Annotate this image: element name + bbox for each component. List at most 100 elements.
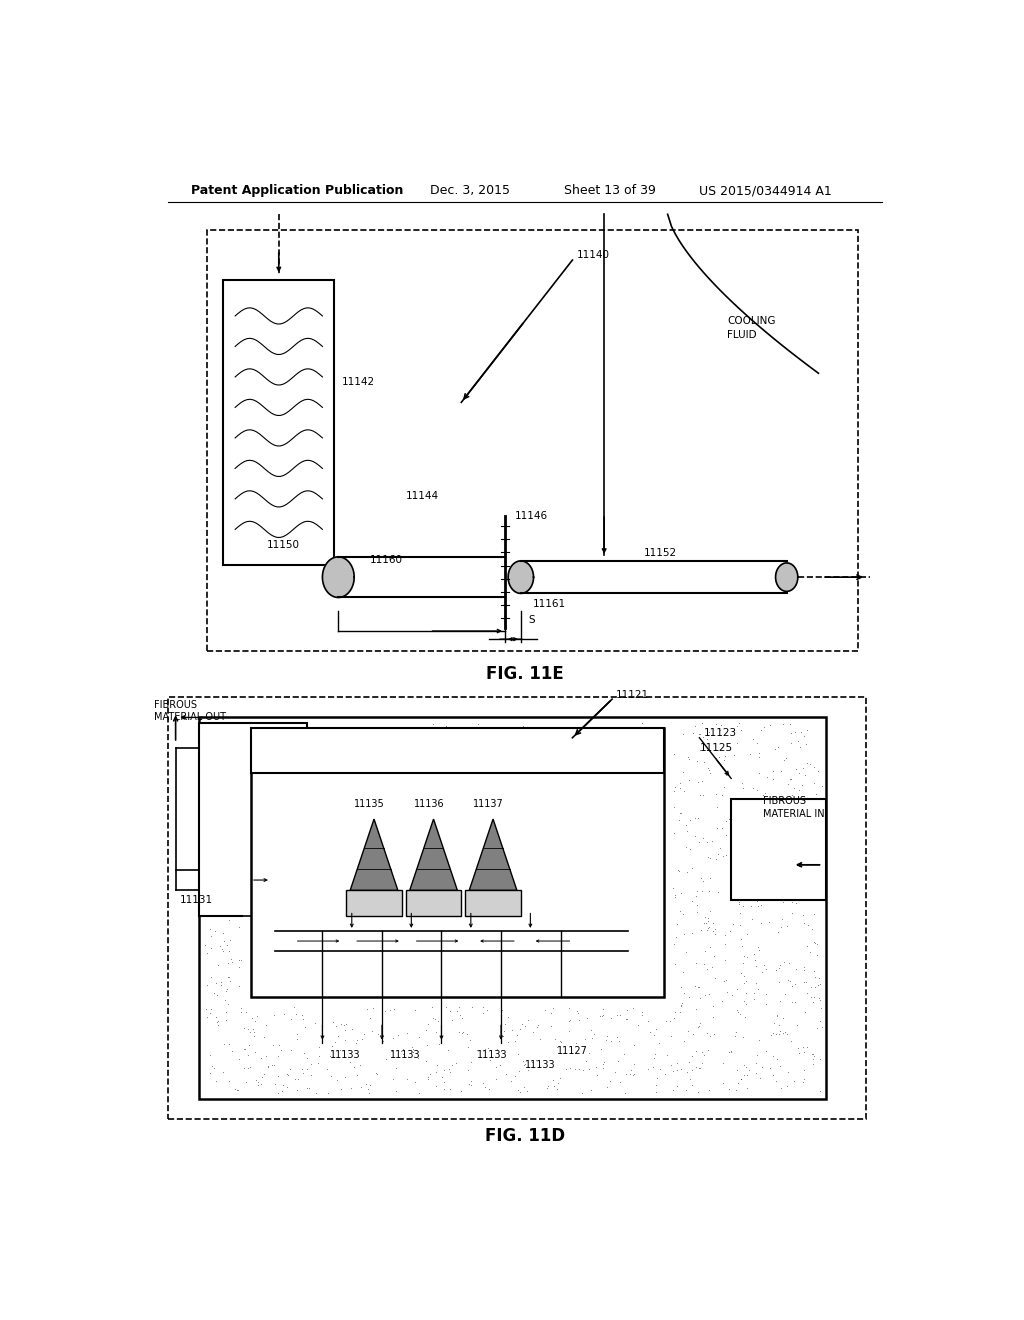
- Point: [622, 779, 638, 800]
- Point: [581, 826, 597, 847]
- Point: [343, 986, 359, 1007]
- Point: [800, 936, 816, 957]
- Point: [396, 866, 413, 887]
- Point: [547, 882, 563, 903]
- Point: [254, 836, 270, 857]
- Point: [406, 946, 422, 968]
- Point: [507, 847, 523, 869]
- Point: [652, 784, 669, 805]
- Point: [348, 1030, 365, 1051]
- Point: [557, 911, 573, 932]
- Point: [292, 801, 308, 822]
- Point: [444, 1055, 461, 1076]
- Point: [651, 862, 668, 883]
- Point: [307, 862, 324, 883]
- Point: [689, 977, 706, 998]
- Point: [316, 767, 333, 788]
- Point: [407, 999, 423, 1020]
- Point: [564, 723, 581, 744]
- Point: [501, 789, 517, 810]
- Point: [718, 764, 734, 785]
- Point: [593, 927, 609, 948]
- Point: [535, 803, 551, 824]
- Point: [694, 771, 711, 792]
- Point: [333, 1014, 349, 1035]
- Point: [398, 916, 415, 937]
- Point: [302, 843, 318, 865]
- Point: [248, 1069, 264, 1090]
- Point: [502, 809, 518, 830]
- Point: [506, 874, 522, 895]
- Point: [564, 928, 581, 949]
- Point: [316, 836, 333, 857]
- Point: [500, 1006, 516, 1027]
- Point: [418, 733, 434, 754]
- Point: [786, 721, 803, 742]
- Point: [236, 1057, 252, 1078]
- Point: [306, 1012, 323, 1034]
- Text: 11123: 11123: [703, 727, 736, 738]
- Point: [627, 863, 643, 884]
- Point: [784, 851, 801, 873]
- Point: [220, 941, 237, 962]
- Point: [241, 940, 257, 961]
- Point: [236, 911, 252, 932]
- Point: [603, 785, 620, 807]
- Point: [342, 970, 358, 991]
- Point: [222, 746, 239, 767]
- Point: [276, 876, 293, 898]
- Point: [275, 830, 292, 851]
- Point: [603, 855, 620, 876]
- Point: [676, 780, 692, 801]
- Point: [433, 746, 450, 767]
- Bar: [168, 697, 866, 1119]
- Point: [546, 1076, 562, 1097]
- Point: [750, 733, 766, 754]
- Point: [414, 969, 430, 990]
- Point: [370, 945, 386, 966]
- Point: [498, 776, 514, 797]
- Point: [630, 847, 646, 869]
- Point: [450, 752, 466, 774]
- Point: [780, 822, 797, 843]
- Point: [729, 733, 745, 754]
- Point: [806, 882, 822, 903]
- Point: [376, 828, 392, 849]
- Point: [652, 729, 669, 750]
- Point: [589, 727, 605, 748]
- Point: [220, 884, 237, 906]
- Text: Dec. 3, 2015: Dec. 3, 2015: [430, 185, 510, 198]
- Point: [239, 1002, 255, 1023]
- Point: [701, 1026, 718, 1047]
- Point: [585, 981, 601, 1002]
- Point: [305, 859, 322, 880]
- Point: [361, 730, 378, 751]
- Point: [202, 755, 218, 776]
- Point: [307, 810, 324, 832]
- Point: [735, 990, 752, 1011]
- Point: [633, 937, 649, 958]
- Point: [607, 824, 624, 845]
- Point: [438, 861, 455, 882]
- Point: [202, 919, 218, 940]
- Point: [557, 994, 573, 1015]
- Point: [751, 762, 767, 783]
- Point: [272, 768, 289, 789]
- Point: [278, 758, 294, 779]
- Point: [272, 836, 289, 857]
- Point: [511, 924, 527, 945]
- Point: [701, 847, 718, 869]
- Point: [649, 777, 666, 799]
- Point: [775, 1007, 792, 1028]
- Point: [513, 719, 529, 741]
- Point: [512, 862, 528, 883]
- Point: [756, 875, 772, 896]
- Point: [427, 986, 443, 1007]
- Point: [360, 983, 377, 1005]
- Point: [723, 1041, 739, 1063]
- Point: [331, 1026, 347, 1047]
- Point: [555, 751, 571, 772]
- Point: [270, 767, 287, 788]
- Point: [701, 936, 718, 957]
- Point: [504, 789, 520, 810]
